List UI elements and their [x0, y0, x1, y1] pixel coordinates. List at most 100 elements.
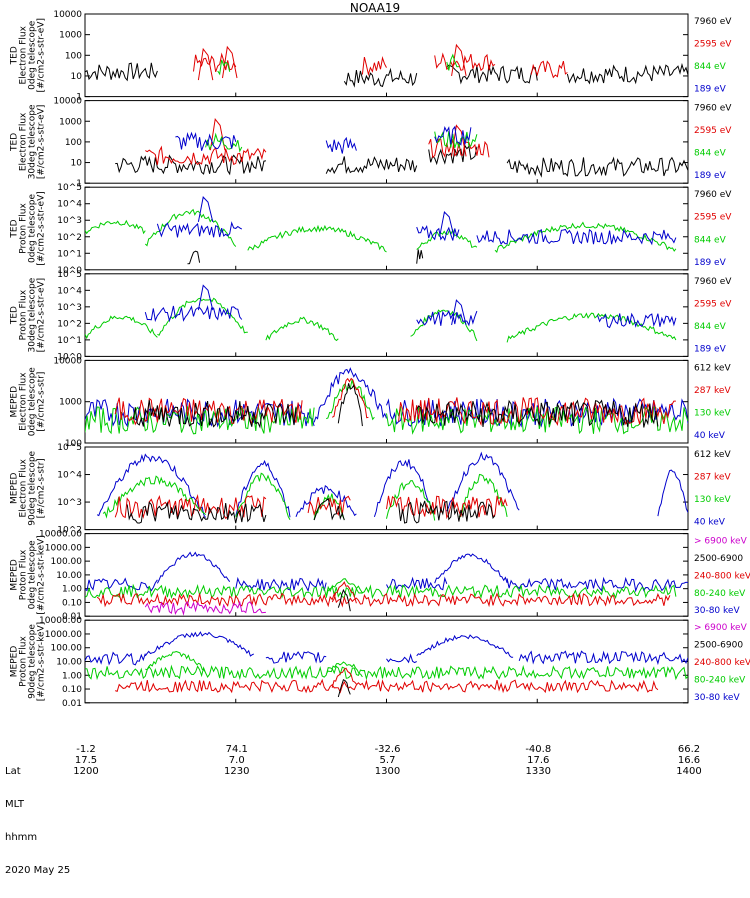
legend-entry: 30-80 keV [694, 606, 740, 616]
series-line [85, 553, 688, 591]
y-tick-label: 10^4 [57, 286, 82, 296]
footer-hhmm-value: 1300 [373, 766, 403, 777]
ylabel-line: [#/cm2-s-str] [37, 372, 47, 432]
series-0 [85, 298, 676, 342]
panel-data [85, 553, 688, 614]
legend-entry: 240-800 keV [694, 571, 750, 581]
series-line [218, 55, 459, 74]
panel-ylabel: MEPEDElectron Flux90deg telescope[#/cm2-… [10, 450, 47, 525]
series-3 [175, 127, 471, 154]
y-tick-label: 0.01 [62, 699, 82, 709]
legend-entry: 612 keV [694, 363, 731, 373]
panel-ylabel: TEDProton Flux30deg telescope[#/cm2-s-st… [10, 277, 47, 352]
y-tick-label: 0.10 [62, 685, 82, 695]
y-tick-label: 10 [71, 72, 83, 82]
panel-ylabel: MEPEDProton Flux90deg telescope[#/cm2-s-… [10, 622, 47, 701]
ylabel-line: [#/cm2-s-str] [37, 458, 47, 518]
series-0 [85, 210, 676, 252]
legend-entry: 7960 eV [694, 104, 732, 114]
y-tick-label: 10.00 [56, 571, 82, 581]
panel-data [85, 285, 676, 342]
legend-entry: 7960 eV [694, 17, 732, 27]
panel-ylabel: TEDElectron Flux30deg telescope[#/cm2-s-… [10, 104, 47, 179]
ylabel-line: [#/cm2-s-str-eV] [37, 105, 47, 180]
footer-mlt-value: 5.7 [373, 755, 403, 766]
footer-mlt-value: 17.6 [523, 755, 553, 766]
panel-ylabel: TEDElectron Flux0deg telescope[#/cm2-s-s… [10, 18, 47, 93]
legend-entry: 2595 eV [694, 126, 732, 136]
footer-date: 2020 May 25 [5, 865, 70, 876]
legend-entry: > 6900 keV [694, 623, 748, 633]
ylabel-line: [#/cm2-s-str-keV] [37, 622, 47, 701]
series-1 [145, 285, 676, 327]
y-tick-label: 100 [65, 51, 82, 61]
legend-entry: 287 keV [694, 473, 731, 483]
legend-entry: 189 eV [694, 258, 727, 268]
footer-hhmm-value: 1230 [222, 766, 252, 777]
series-2 [218, 55, 459, 74]
y-tick-label: 10^2 [57, 233, 82, 243]
legend-entry: 40 keV [694, 431, 726, 441]
footer-hhmm-value: 1400 [674, 766, 704, 777]
y-tick-label: 10000 [53, 356, 82, 366]
footer-lat-value: 66.2 [674, 744, 704, 755]
y-tick-label: 100.00 [51, 557, 83, 567]
y-tick-label: 100.00 [51, 644, 83, 654]
panel-7: 0.010.101.0010.00100.001000.0010000.00ME… [10, 530, 750, 623]
series-line [175, 127, 471, 154]
panel-ylabel: MEPEDElectron Flux0deg telescope[#/cm2-s… [10, 367, 47, 437]
legend-entry: 130 keV [694, 495, 731, 505]
y-tick-label: 10^5 [57, 443, 82, 453]
y-tick-label: 10^3 [57, 498, 82, 508]
series-line [188, 249, 423, 263]
panel-ylabel: TEDProton Flux0deg telescope[#/cm2-s-str… [10, 191, 47, 266]
series-line [97, 582, 670, 606]
panel-data [85, 632, 688, 697]
ylabel-line: [#/cm2-s-str-eV] [37, 278, 47, 353]
series-0 [97, 453, 688, 517]
y-tick-label: 1000 [59, 398, 82, 408]
legend-entry: 7960 eV [694, 277, 732, 287]
series-0 [85, 369, 688, 427]
legend-entry: 844 eV [694, 149, 727, 159]
series-0 [85, 553, 688, 591]
legend-entry: 30-80 keV [694, 693, 740, 703]
series-1 [194, 45, 568, 80]
legend-entry: 2500-6900 [694, 554, 743, 564]
footer-row-labels: Lat MLT hhmm 2020 May 25 [5, 744, 70, 898]
series-line [85, 63, 688, 87]
panel-data [85, 45, 688, 86]
footer-mlt-value: 16.6 [674, 755, 704, 766]
y-tick-label: 1.00 [62, 671, 82, 681]
y-tick-label: 10^3 [57, 216, 82, 226]
footer-lat-value: -32.6 [373, 744, 403, 755]
y-tick-label: 10^5 [57, 183, 82, 193]
y-tick-label: 10000 [53, 10, 82, 20]
y-tick-label: 0.10 [62, 598, 82, 608]
legend-entry: 844 eV [694, 322, 727, 332]
y-tick-label: 10 [71, 159, 83, 169]
legend-entry: 7960 eV [694, 190, 732, 200]
series-line [194, 45, 568, 80]
footer-lat-label: Lat [5, 766, 70, 777]
y-tick-label: 10^1 [57, 336, 82, 346]
series-1 [157, 197, 676, 244]
footer-lat-value: -40.8 [523, 744, 553, 755]
legend-entry: 844 eV [694, 62, 727, 72]
footer-hhmm-value: 1200 [71, 766, 101, 777]
series-line [97, 453, 688, 517]
footer-mlt-label: MLT [5, 799, 70, 810]
legend-entry: 2595 eV [694, 299, 732, 309]
y-tick-label: 1000.00 [45, 543, 82, 553]
ylabel-line: [#/cm2-s-str-eV] [37, 191, 47, 266]
legend-entry: 287 keV [694, 386, 731, 396]
footer-lat-value: 74.1 [222, 744, 252, 755]
footer-mlt-value: 7.0 [222, 755, 252, 766]
